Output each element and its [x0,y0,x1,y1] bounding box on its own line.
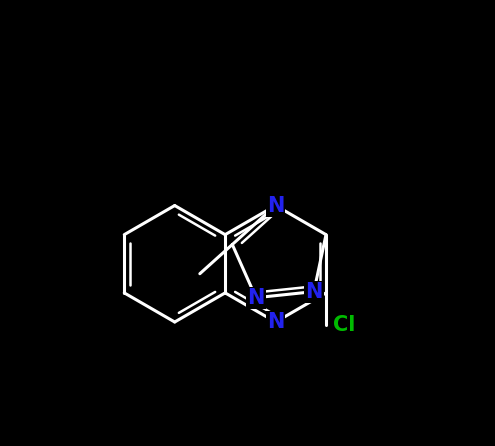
Text: N: N [267,312,284,332]
Text: N: N [248,288,265,308]
Text: Cl: Cl [334,315,356,335]
Text: N: N [267,195,284,215]
Text: N: N [305,281,323,301]
